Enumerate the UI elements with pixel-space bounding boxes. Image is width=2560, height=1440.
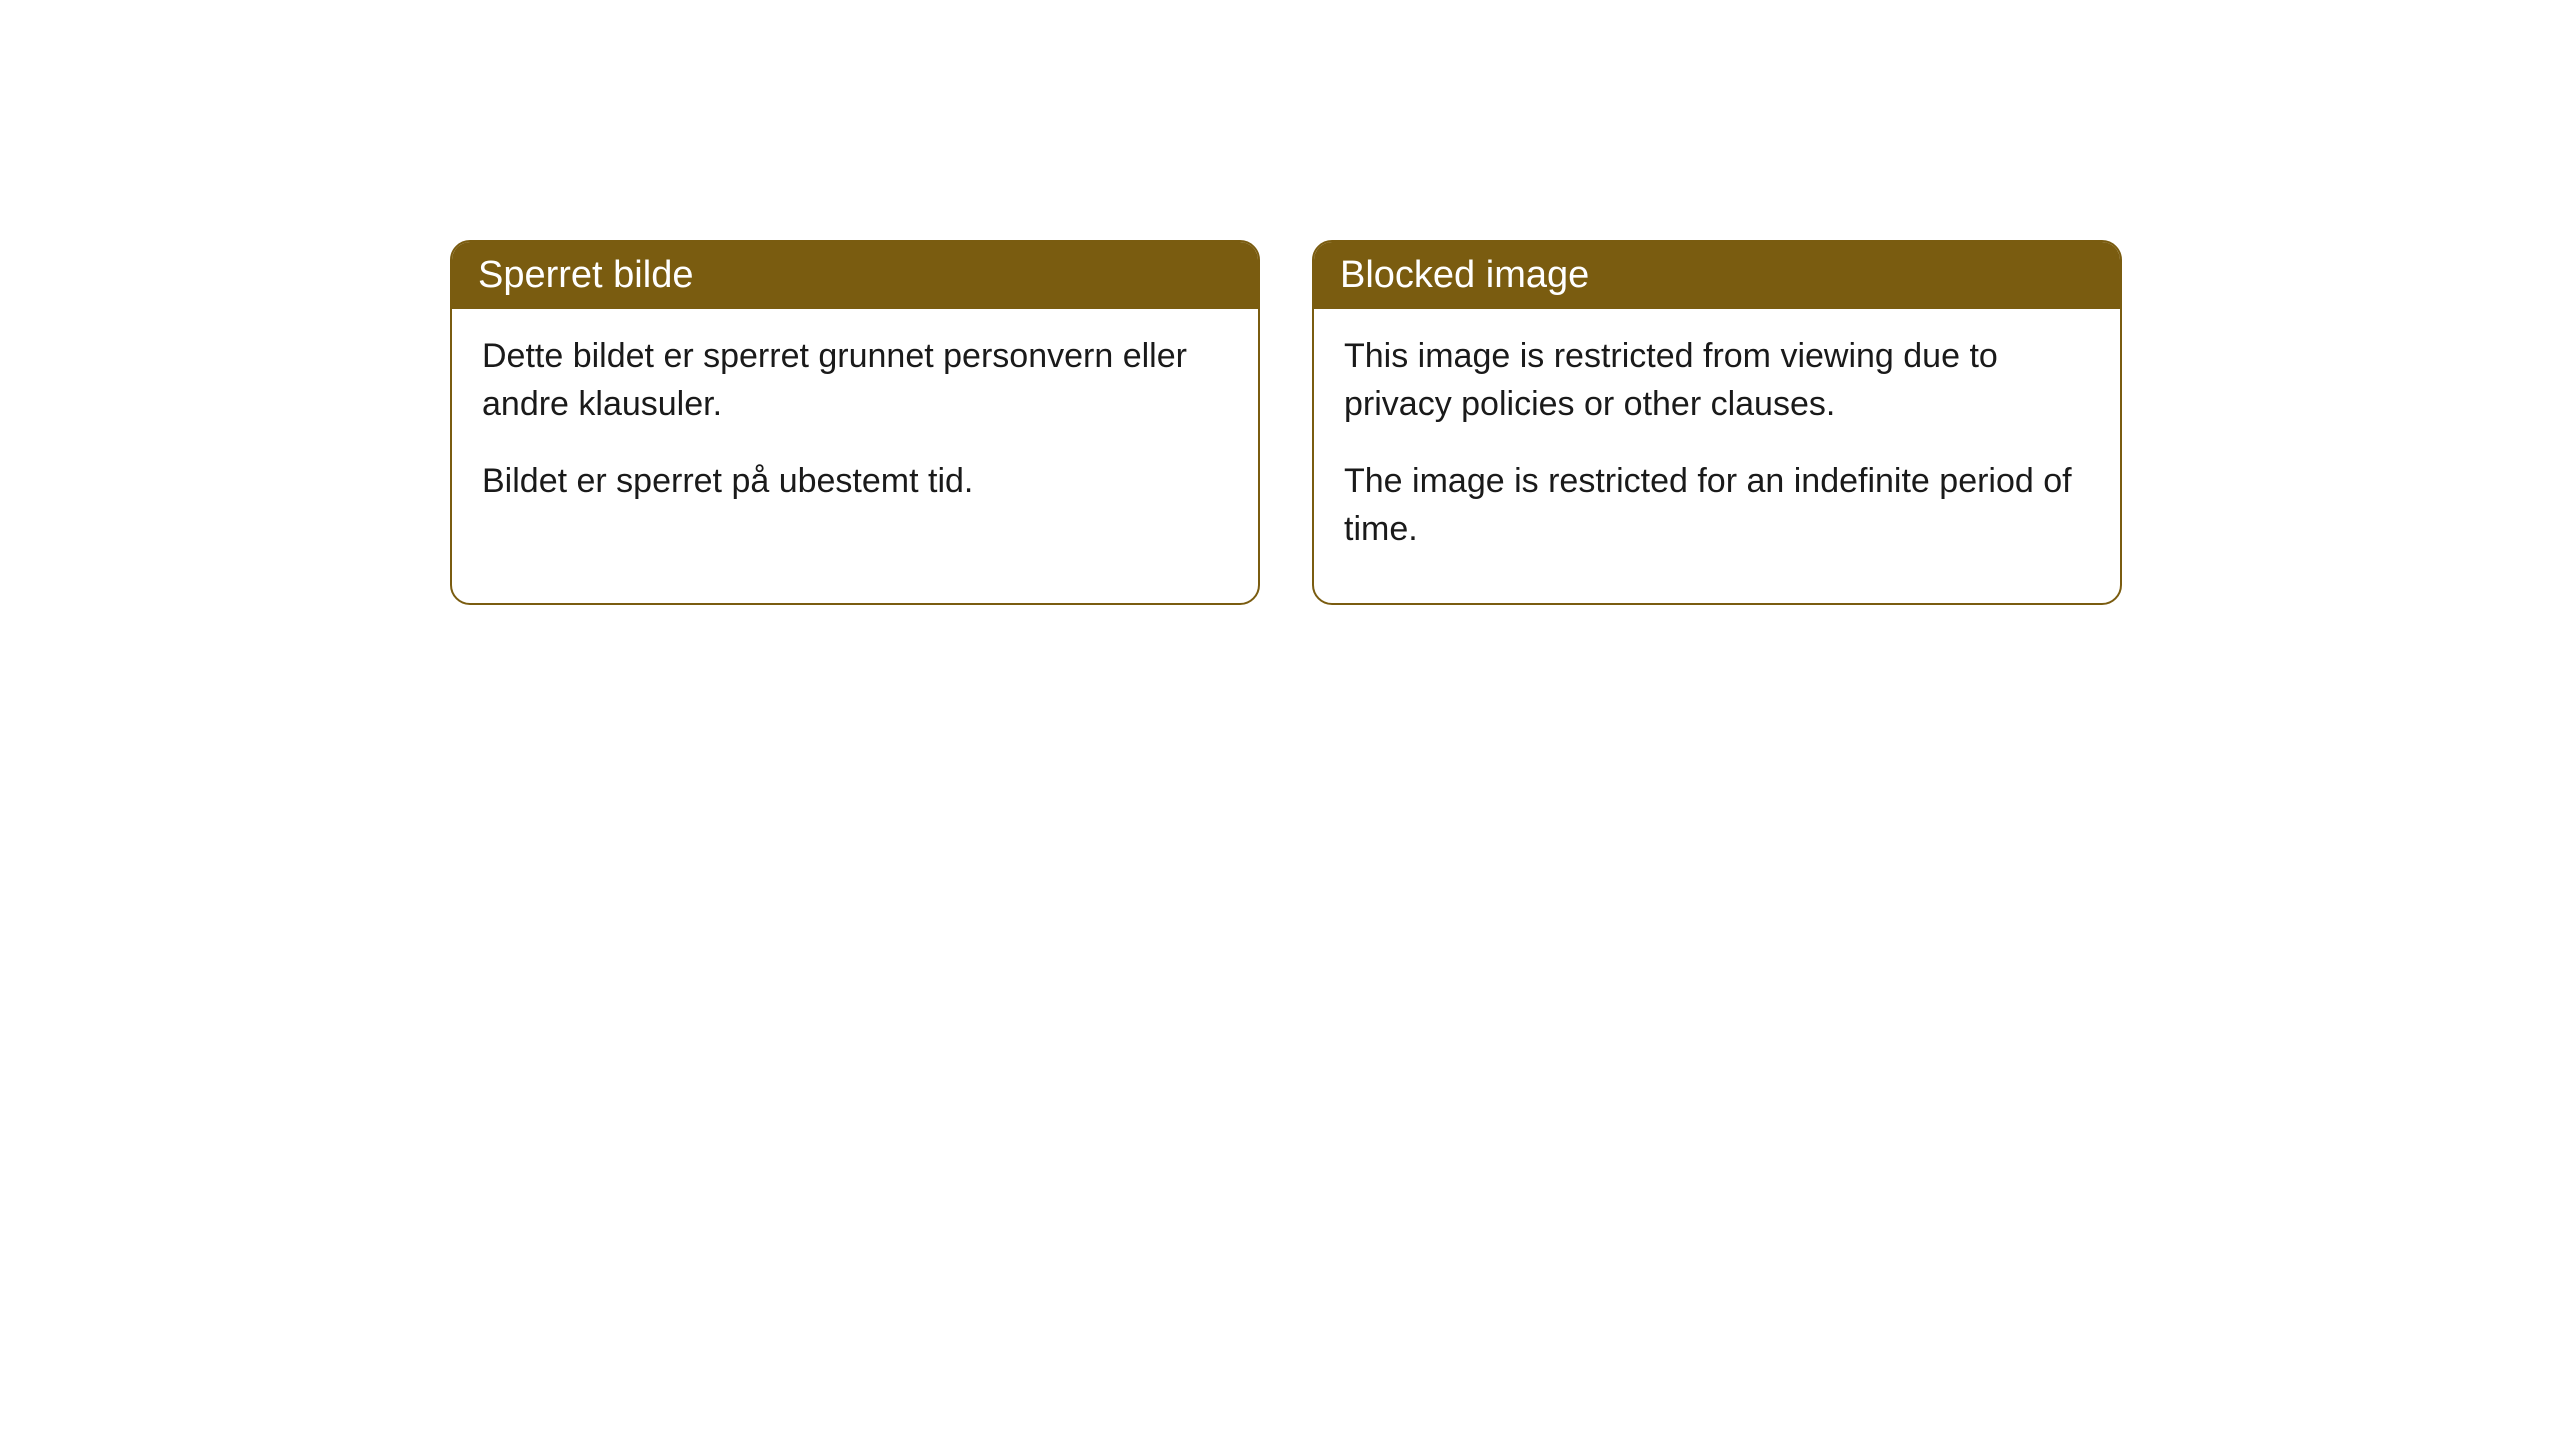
card-paragraph-1: This image is restricted from viewing du… bbox=[1344, 333, 2090, 428]
blocked-image-card-english: Blocked image This image is restricted f… bbox=[1312, 240, 2122, 605]
card-body-norwegian: Dette bildet er sperret grunnet personve… bbox=[452, 309, 1258, 556]
card-title: Sperret bilde bbox=[478, 254, 693, 296]
card-body-english: This image is restricted from viewing du… bbox=[1314, 309, 2120, 603]
card-paragraph-2: The image is restricted for an indefinit… bbox=[1344, 458, 2090, 553]
card-header-norwegian: Sperret bilde bbox=[452, 242, 1258, 309]
notice-cards-container: Sperret bilde Dette bildet er sperret gr… bbox=[0, 0, 2560, 605]
blocked-image-card-norwegian: Sperret bilde Dette bildet er sperret gr… bbox=[450, 240, 1260, 605]
card-paragraph-1: Dette bildet er sperret grunnet personve… bbox=[482, 333, 1228, 428]
card-paragraph-2: Bildet er sperret på ubestemt tid. bbox=[482, 458, 1228, 506]
card-header-english: Blocked image bbox=[1314, 242, 2120, 309]
card-title: Blocked image bbox=[1340, 254, 1589, 296]
